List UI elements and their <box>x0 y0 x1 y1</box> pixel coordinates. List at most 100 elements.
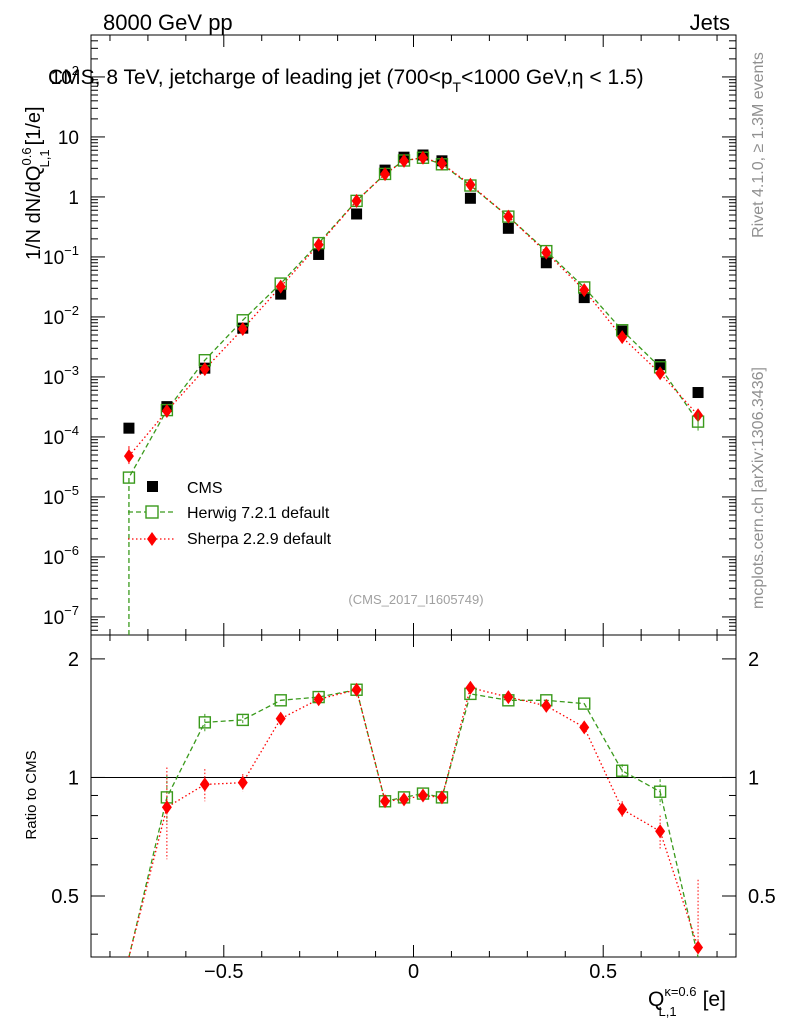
sherpa-point <box>161 404 172 419</box>
sherpa-ratio-point <box>351 682 362 697</box>
x-axis-label-sup: κ=0.6 <box>664 984 696 999</box>
cms-point <box>123 422 135 434</box>
mcplots-label: mcplots.cern.ch [arXiv:1306.3436] <box>750 367 767 609</box>
ratio-tick-label-right: 0.5 <box>748 886 776 908</box>
sherpa-point <box>199 362 210 377</box>
sherpa-ratio-point <box>380 794 391 809</box>
y-tick-label: 10 <box>58 128 79 149</box>
plot-title: CMS, 8 TeV, jetcharge of leading jet (70… <box>48 66 644 95</box>
x-tick-label: 0.5 <box>589 961 617 983</box>
legend-sherpa-label: Sherpa 2.2.9 default <box>187 531 332 548</box>
sherpa-ratio-point <box>465 680 476 695</box>
axis-ticks <box>91 34 736 957</box>
legend-cms-label: CMS <box>187 480 223 497</box>
y-tick-label-exp: −7 <box>64 603 79 618</box>
ratio-plot-frame <box>90 634 737 958</box>
ratio-tick-label-left: 1 <box>68 767 79 789</box>
herwig-ratio-point <box>198 716 212 729</box>
herwig-ratio-point <box>274 694 287 707</box>
ratio-y-axis-label: Ratio to CMS <box>23 750 40 839</box>
main-data-layer <box>122 149 705 635</box>
sherpa-ratio-point <box>399 792 410 807</box>
y-tick-label: 10−4 <box>43 423 79 449</box>
x-tick-labels: −0.5 0 0.5 <box>204 961 617 983</box>
header-jets-label: Jets <box>690 10 730 35</box>
ratio-tick-label-right: 1 <box>748 767 759 789</box>
y-tick-label: 10−1 <box>43 243 79 269</box>
y-tick-label: 1 <box>68 188 79 209</box>
rivet-version-label: Rivet 4.1.0, ≥ 1.3M events <box>750 52 767 238</box>
sherpa-point <box>380 167 391 182</box>
sherpa-ratio-point <box>693 940 704 955</box>
legend-herwig-label: Herwig 7.2.1 default <box>187 505 330 522</box>
sherpa-point <box>503 209 514 224</box>
y-axis-label: 1/N dN/dQ0.6 L,1 [1/e] <box>19 106 52 260</box>
y-tick-label-exp: −4 <box>64 423 79 438</box>
sherpa-ratio-point <box>161 800 172 815</box>
herwig-ratio-point <box>578 697 591 710</box>
y-tick-label: 10−3 <box>43 363 79 389</box>
sherpa-point <box>417 150 428 165</box>
cms-point <box>313 248 325 260</box>
sherpa-ratio-point <box>503 690 514 705</box>
sherpa-ratio-line <box>128 686 699 958</box>
y-tick-label-exp: −1 <box>64 243 79 258</box>
sherpa-point <box>465 177 476 192</box>
y-tick-label-base: 10 <box>43 248 64 269</box>
x-tick-label: −0.5 <box>204 961 243 983</box>
legend-herwig-marker <box>145 505 159 519</box>
sherpa-ratio-point <box>579 720 590 735</box>
herwig-ratio-point <box>653 785 667 798</box>
x-axis-label-sub: L,1 <box>659 1004 677 1019</box>
sherpa-ratio-point <box>436 790 447 805</box>
cms-point <box>502 222 514 234</box>
sherpa-point <box>436 156 447 171</box>
sherpa-point <box>313 237 324 252</box>
ratio-tick-label-right: 2 <box>748 649 759 671</box>
sherpa-ratio-point <box>275 711 286 726</box>
legend-sherpa-marker <box>147 532 157 546</box>
cms-point <box>351 208 363 220</box>
header-energy-label: 8000 GeV pp <box>103 10 233 35</box>
ratio-tick-label-left: 2 <box>68 649 79 671</box>
sherpa-ratio-point <box>617 802 628 817</box>
y-tick-label-base: 10 <box>43 428 64 449</box>
sherpa-point <box>275 279 286 294</box>
y-tick-label: 10−7 <box>43 603 79 629</box>
sherpa-line <box>128 157 699 457</box>
y-tick-label: 10−5 <box>43 483 79 509</box>
y-tick-label-base: 10 <box>43 548 64 569</box>
sherpa-point <box>579 283 590 298</box>
x-axis-label-base: Q <box>648 988 664 1011</box>
y-axis-label-sup: 0.6 <box>19 147 34 165</box>
y-axis-label-sub: L,1 <box>37 149 52 167</box>
cms-point <box>578 292 590 304</box>
analysis-watermark: (CMS_2017_I1605749) <box>348 592 483 607</box>
y-tick-label-base: 10 <box>43 488 64 509</box>
sherpa-ratio-point <box>541 698 552 713</box>
y-axis-label-base: 1/N dN/dQ <box>23 166 45 260</box>
ratio-data-layer <box>128 680 704 958</box>
sherpa-point <box>617 330 628 345</box>
herwig-line <box>128 157 699 635</box>
y-tick-label-base: 10 <box>51 68 72 89</box>
herwig-point <box>122 471 136 484</box>
x-tick-label: 0 <box>408 961 419 983</box>
sherpa-point <box>351 193 362 208</box>
y-tick-label-base: 10 <box>43 368 64 389</box>
herwig-ratio-point <box>236 713 249 727</box>
sherpa-point <box>399 153 410 168</box>
herwig-ratio-point <box>615 764 629 777</box>
y-tick-label: 10−2 <box>43 303 79 329</box>
sherpa-ratio-point <box>237 775 248 790</box>
y-axis-label-unit: [1/e] <box>23 106 45 145</box>
x-axis-label-unit: [e] <box>703 988 726 1011</box>
y-tick-label-base: 10 <box>43 608 64 629</box>
sherpa-ratio-point <box>199 777 210 792</box>
y-tick-label: 102 <box>51 63 79 89</box>
cms-point <box>654 359 666 371</box>
y-tick-label-exp: 2 <box>72 63 79 78</box>
y-tick-label-base: 10 <box>43 308 64 329</box>
sherpa-point <box>541 245 552 260</box>
